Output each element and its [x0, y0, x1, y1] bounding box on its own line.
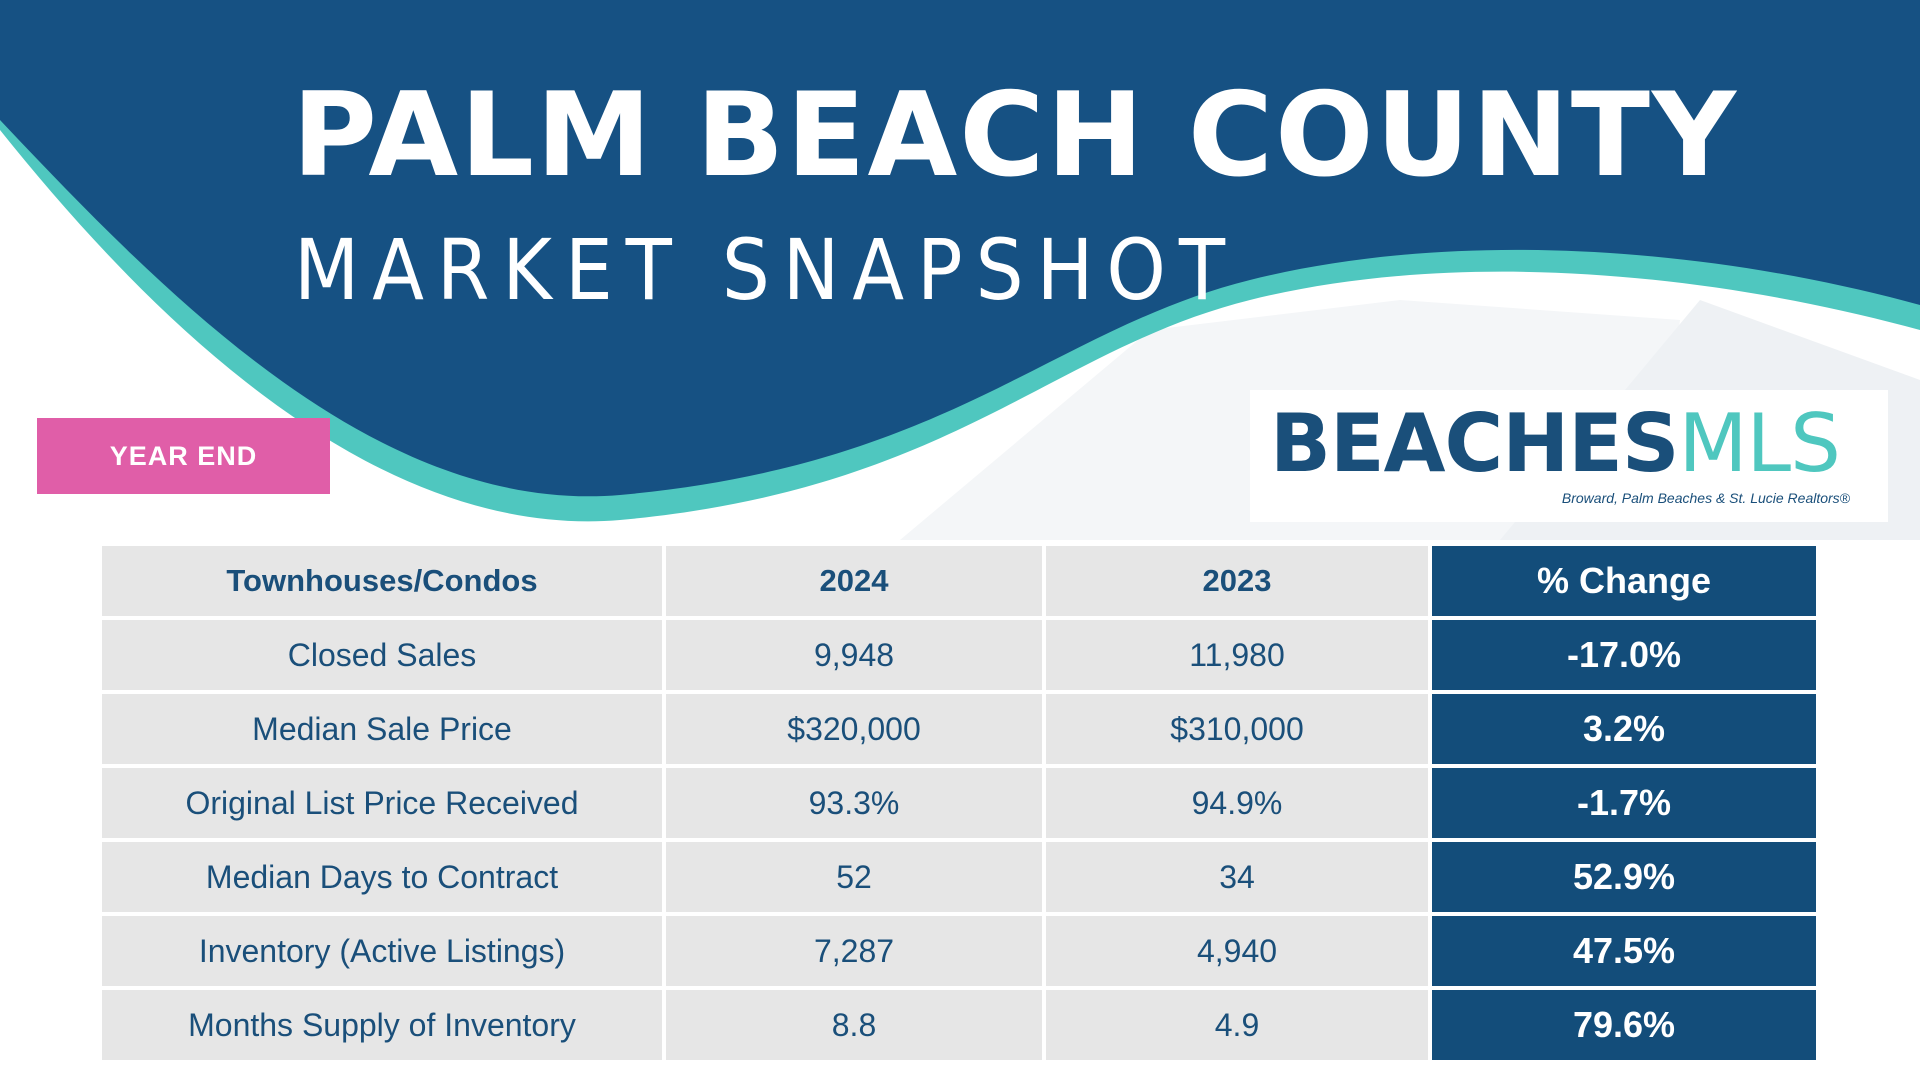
percent-change: 47.5% — [1432, 916, 1816, 986]
column-header: 2024 — [666, 546, 1042, 616]
column-header: % Change — [1432, 546, 1816, 616]
percent-change: -17.0% — [1432, 620, 1816, 690]
percent-change: 3.2% — [1432, 694, 1816, 764]
percent-change: -1.7% — [1432, 768, 1816, 838]
metric-label: Original List Price Received — [102, 768, 662, 838]
table-row: Median Sale Price $320,000 $310,000 3.2% — [102, 694, 1816, 764]
beaches-mls-logo: BEACHESMLS Broward, Palm Beaches & St. L… — [1250, 390, 1888, 522]
value-2024: 8.8 — [666, 990, 1042, 1060]
table-row: Months Supply of Inventory 8.8 4.9 79.6% — [102, 990, 1816, 1060]
logo-wordmark: BEACHESMLS — [1270, 404, 1841, 484]
percent-change: 52.9% — [1432, 842, 1816, 912]
table-header-row: Townhouses/Condos 2024 2023 % Change — [102, 546, 1816, 616]
market-table: Townhouses/Condos 2024 2023 % Change Clo… — [98, 542, 1820, 1064]
value-2023: 4.9 — [1046, 990, 1428, 1060]
column-header: 2023 — [1046, 546, 1428, 616]
year-end-badge: YEAR END — [37, 418, 330, 494]
table-row: Inventory (Active Listings) 7,287 4,940 … — [102, 916, 1816, 986]
page-subtitle: MARKET SNAPSHOT — [294, 221, 1239, 319]
value-2024: $320,000 — [666, 694, 1042, 764]
value-2024: 7,287 — [666, 916, 1042, 986]
table-row: Closed Sales 9,948 11,980 -17.0% — [102, 620, 1816, 690]
metric-label: Median Days to Contract — [102, 842, 662, 912]
value-2023: 94.9% — [1046, 768, 1428, 838]
value-2023: 4,940 — [1046, 916, 1428, 986]
metric-label: Closed Sales — [102, 620, 662, 690]
page-title: PALM BEACH COUNTY — [292, 68, 1739, 203]
value-2023: $310,000 — [1046, 694, 1428, 764]
logo-tagline: Broward, Palm Beaches & St. Lucie Realto… — [1561, 490, 1850, 506]
logo-word-accent: MLS — [1678, 397, 1840, 490]
value-2023: 34 — [1046, 842, 1428, 912]
logo-word-main: BEACHES — [1270, 397, 1679, 490]
table-row: Median Days to Contract 52 34 52.9% — [102, 842, 1816, 912]
metric-label: Months Supply of Inventory — [102, 990, 662, 1060]
value-2024: 52 — [666, 842, 1042, 912]
value-2024: 9,948 — [666, 620, 1042, 690]
metric-label: Median Sale Price — [102, 694, 662, 764]
percent-change: 79.6% — [1432, 990, 1816, 1060]
value-2023: 11,980 — [1046, 620, 1428, 690]
table-row: Original List Price Received 93.3% 94.9%… — [102, 768, 1816, 838]
column-header: Townhouses/Condos — [102, 546, 662, 616]
metric-label: Inventory (Active Listings) — [102, 916, 662, 986]
value-2024: 93.3% — [666, 768, 1042, 838]
